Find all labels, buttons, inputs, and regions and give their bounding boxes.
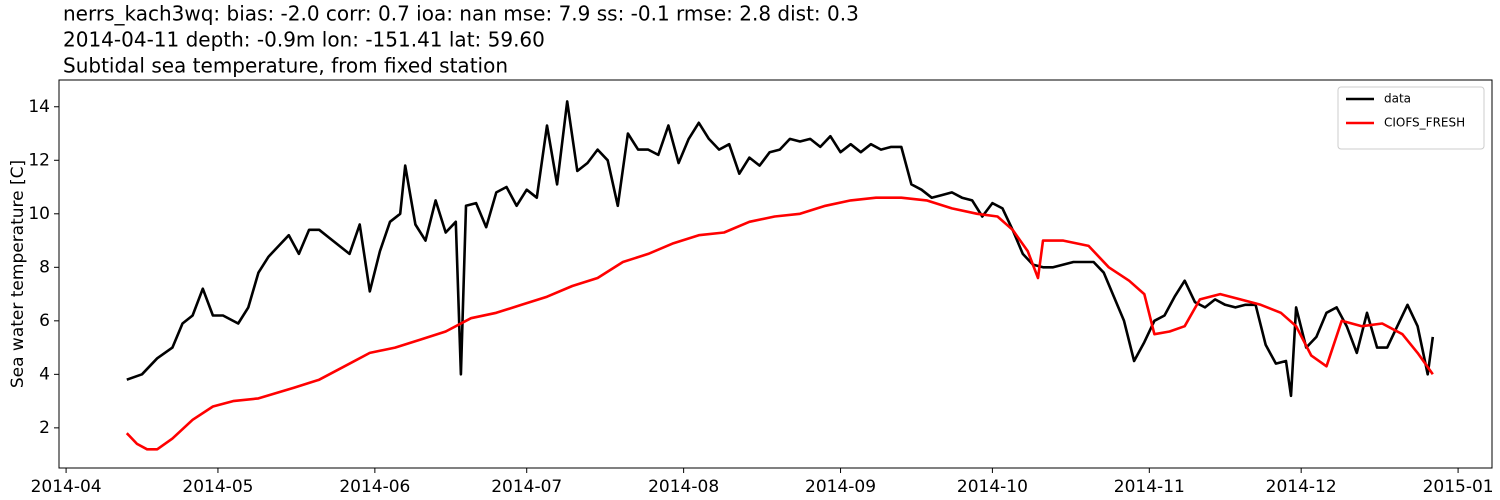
- legend-label: CIOFS_FRESH: [1384, 116, 1465, 130]
- y-tick-label: 8: [39, 257, 50, 277]
- title-line: Subtidal sea temperature, from fixed sta…: [63, 54, 508, 78]
- plot-frame: [58, 79, 1493, 469]
- title-line: 2014-04-11 depth: -0.9m lon: -151.41 lat…: [63, 28, 545, 52]
- x-tick-label: 2014-08: [648, 477, 719, 497]
- y-tick-label: 10: [28, 204, 50, 224]
- series-line: [125, 196, 1434, 451]
- x-tick-label: 2014-04: [31, 477, 102, 497]
- y-tick-label: 12: [28, 150, 50, 170]
- legend: data CIOFS_FRESH: [1337, 86, 1485, 150]
- y-tick-label: 14: [28, 97, 50, 117]
- x-tick-label: 2014-09: [805, 477, 876, 497]
- y-tick-label: 6: [39, 311, 50, 331]
- x-tick-label: 2014-12: [1266, 477, 1337, 497]
- x-tick-label: 2014-07: [491, 477, 562, 497]
- x-tick-label: 2014-05: [182, 477, 253, 497]
- series-line: [126, 100, 1435, 398]
- x-tick-label: 2014-11: [1114, 477, 1185, 497]
- y-tick-label: 2: [39, 418, 50, 438]
- title-line: nerrs_kach3wq: bias: -2.0 corr: 0.7 ioa:…: [63, 2, 859, 26]
- x-tick-label: 2014-10: [957, 477, 1028, 497]
- legend-box: [1337, 86, 1485, 150]
- y-axis-label: Sea water temperature [C]: [8, 160, 28, 388]
- legend-label: data: [1384, 92, 1411, 106]
- x-tick-label: 2015-01: [1423, 477, 1494, 497]
- x-tick-label: 2014-06: [339, 477, 410, 497]
- y-tick-label: 4: [39, 364, 50, 384]
